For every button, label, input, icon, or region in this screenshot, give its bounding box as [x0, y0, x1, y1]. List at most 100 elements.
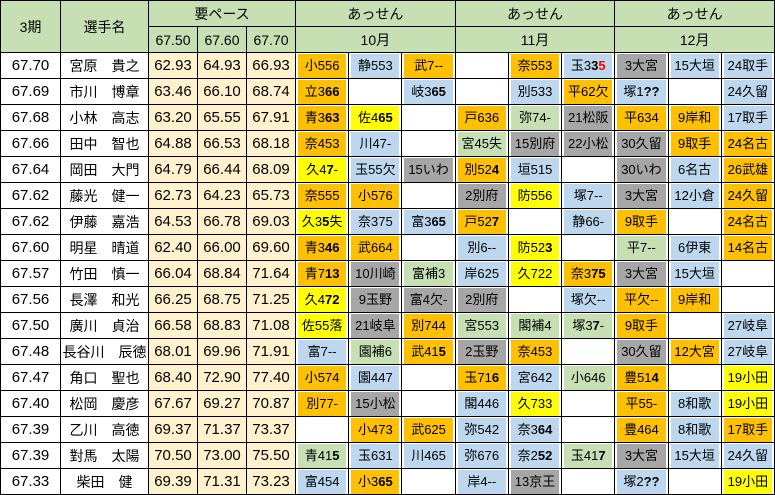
player-row: 67.33 柴田 健 69.39 71.31 73.23 富454 小365 岸4-- 13京王…	[0, 468, 775, 495]
assignment-cell: 2別府	[454, 182, 509, 209]
assignment-cell: 3大宮	[614, 52, 669, 79]
assignment-text: 静66-	[572, 213, 605, 229]
assignment-cell: 27岐阜	[720, 338, 775, 365]
assignment-fill: 玉335	[564, 53, 613, 78]
player-row: 67.39 乙川 高徳 69.37 71.37 73.37 小473 武625 弥542 奈36…	[0, 416, 775, 443]
assignment-fill: 平欠--	[617, 287, 666, 312]
assignment-fill: 15いわ	[404, 157, 453, 182]
assignment-text: 4	[491, 161, 500, 177]
pace-value-cell: 64.88	[148, 130, 198, 157]
assignment-text: 塚7--	[573, 187, 603, 203]
pace-value-cell: 71.37	[197, 416, 247, 443]
assignment-cell: 防523	[507, 234, 563, 261]
assignment-cell: 12小倉	[667, 182, 722, 209]
assignment-fill: 22小松	[564, 131, 613, 156]
assignment-cell: 塚2??	[614, 468, 669, 495]
assignment-text: 3大宮	[624, 265, 659, 281]
assignment-cell: 9玉野	[348, 286, 403, 313]
assignment-cell	[720, 260, 775, 287]
assignment-cell: 15大垣	[667, 52, 722, 79]
assignment-fill: 24久留	[723, 443, 772, 468]
assignment-cell: 12大宮	[667, 338, 722, 365]
assignment-text: 武664	[357, 239, 393, 255]
assignment-cell	[401, 130, 456, 157]
assignment-cell	[454, 52, 509, 79]
assignment-text: 塚1	[623, 83, 644, 99]
period-cell: 67.62	[0, 182, 61, 209]
pace-value-cell: 62.40	[148, 234, 198, 261]
period-cell: 67.70	[0, 52, 61, 79]
pace-value-cell: 66.25	[148, 286, 198, 313]
assignment-cell	[561, 416, 616, 443]
assignment-cell: 19小田	[720, 468, 775, 495]
pace-value-cell: 64.93	[197, 52, 247, 79]
assignment-fill: 静553	[351, 53, 400, 78]
assignment-text: 戸52	[464, 213, 492, 229]
assignment-text: 21岐阜	[355, 317, 396, 333]
assignment-fill: 塚7--	[564, 183, 613, 208]
assignment-text: 30いわ	[621, 161, 662, 177]
pace-value-cell: 64.53	[148, 208, 198, 235]
assignment-text: 2別府	[465, 187, 499, 203]
assignment-text: ??	[643, 473, 660, 489]
pace-value-cell: 70.87	[245, 390, 297, 417]
assignment-fill: 塚欠--	[564, 287, 613, 312]
pace-value-cell: 67.91	[245, 104, 297, 131]
assignment-fill: 武415	[404, 339, 453, 364]
assignment-text: 園補6	[358, 343, 392, 359]
assignment-text: 64	[537, 421, 553, 437]
assignment-cell: 15別府	[507, 130, 563, 157]
pace-value-cell: 71.64	[245, 260, 297, 287]
assignment-fill: 9玉野	[351, 287, 400, 312]
pace-value-cell: 70.50	[148, 442, 198, 469]
assignment-fill: 小574	[298, 365, 347, 390]
assignment-cell	[561, 234, 616, 261]
assignment-text: 15大垣	[674, 265, 715, 281]
assignment-fill: 別744	[404, 313, 453, 338]
assignment-text: 奈453	[304, 135, 340, 151]
assignment-text: 27岐阜	[727, 317, 769, 333]
assignment-fill: 塚1??	[617, 79, 666, 104]
assignment-text: 7	[491, 213, 500, 229]
assignment-cell: 園447	[348, 364, 403, 391]
assignment-text: 青41	[304, 447, 333, 463]
assignment-text: 青7	[304, 265, 325, 281]
assignment-fill: 久472	[298, 287, 347, 312]
assignment-cell: 小576	[348, 182, 403, 209]
assignment-text: 19小田	[727, 395, 769, 411]
assignment-cell	[348, 78, 403, 105]
assignment-cell: 2玉野	[454, 338, 509, 365]
assignment-cell: 13京王	[507, 468, 563, 495]
assignment-cell: 10川崎	[348, 260, 403, 287]
assignment-cell: 久47-	[295, 156, 350, 183]
assignment-fill: 3大宮	[617, 183, 666, 208]
assignment-text: 30久留	[621, 135, 662, 151]
assignment-cell: 立366	[295, 78, 350, 105]
assignment-cell: 富454	[295, 468, 350, 495]
assignment-fill: 防556	[510, 183, 560, 208]
assignment-cell	[667, 78, 722, 105]
assignment-cell: 戸636	[454, 104, 509, 131]
assignment-cell: 奈555	[295, 182, 350, 209]
assignment-cell: 弥676	[454, 442, 509, 469]
assignment-text: 52	[537, 447, 553, 463]
assignment-text: 奈453	[517, 343, 553, 359]
assignment-text: -	[333, 161, 339, 177]
assignment-fill: 9取手	[617, 209, 666, 234]
assignment-cell: 奈252	[507, 442, 563, 469]
assignment-cell: 8和歌	[667, 390, 722, 417]
period-cell: 67.64	[0, 156, 61, 183]
assignment-text: 戸636	[464, 109, 500, 125]
assignment-text: 27岐阜	[727, 343, 769, 359]
assignment-text: 久733	[517, 395, 553, 411]
assignment-cell: 佐55落	[295, 312, 350, 339]
assignment-cell: 24名古	[720, 130, 775, 157]
player-name-cell: 竹田 慎一	[60, 260, 149, 287]
pace-value-cell: 65.73	[245, 182, 297, 209]
assignment-text: 15別府	[514, 135, 556, 151]
assignment-fill: 平55-	[617, 391, 666, 416]
assignment-cell: 富補3	[401, 260, 456, 287]
assignment-fill: 15大垣	[670, 443, 719, 468]
assignment-fill: 玉55欠	[351, 157, 400, 182]
assignment-cell	[401, 234, 456, 261]
